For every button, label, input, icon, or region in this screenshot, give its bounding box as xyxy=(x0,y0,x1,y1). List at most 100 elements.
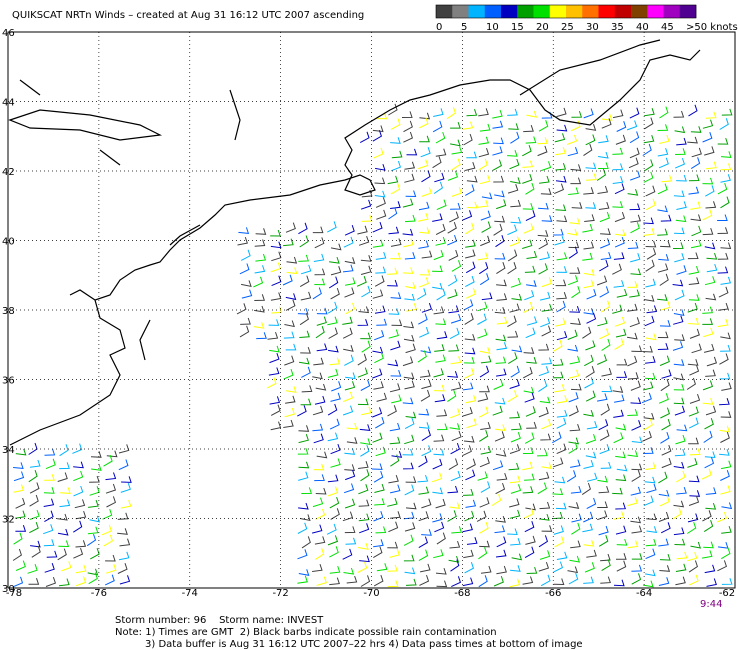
barb-texture xyxy=(387,580,399,588)
barb-texture xyxy=(689,490,701,497)
barb-texture xyxy=(435,354,446,363)
barb-texture xyxy=(360,332,371,340)
barb-texture xyxy=(481,192,493,200)
barb-texture xyxy=(658,254,670,261)
barb-texture xyxy=(717,137,729,145)
barb-texture xyxy=(329,577,340,586)
barb-texture xyxy=(434,394,446,403)
color-bar: 0 5 10 15 20 25 30 35 40 45 >50 knots xyxy=(435,4,738,33)
barb-texture xyxy=(628,157,639,169)
barb-texture xyxy=(433,181,443,194)
barb-texture xyxy=(556,215,568,223)
barb-texture xyxy=(705,201,717,209)
barb-texture xyxy=(585,124,597,131)
barb-texture xyxy=(119,538,131,547)
barb-texture xyxy=(390,340,401,351)
barb-texture xyxy=(120,483,131,493)
barb-texture xyxy=(342,548,353,560)
barb-texture xyxy=(284,355,295,366)
barb-texture xyxy=(496,472,508,481)
barb-texture xyxy=(101,524,112,536)
barb-texture xyxy=(329,496,340,509)
barb-texture xyxy=(509,475,521,484)
barb-texture xyxy=(447,170,459,181)
barb-texture xyxy=(360,575,371,587)
barb-texture xyxy=(599,286,610,298)
barb-texture xyxy=(462,382,474,391)
barb-texture xyxy=(357,319,369,326)
barb-texture xyxy=(327,403,338,416)
barb-texture xyxy=(524,546,535,559)
barb-texture xyxy=(657,294,668,301)
barb-texture xyxy=(402,267,414,274)
color-bar-label: 20 xyxy=(536,22,549,33)
barb-texture xyxy=(435,223,446,236)
barb-texture xyxy=(312,405,324,416)
barb-texture xyxy=(720,163,732,171)
barb-texture xyxy=(119,575,131,585)
color-bar-label: 15 xyxy=(511,22,524,33)
lon-tick-label: -70 xyxy=(363,588,379,599)
barb-texture xyxy=(599,328,610,340)
barb-texture xyxy=(554,476,566,484)
barb-texture xyxy=(464,333,476,341)
barb-texture xyxy=(539,501,551,510)
barb-texture xyxy=(285,299,296,311)
barb-texture xyxy=(466,287,476,299)
barb-texture xyxy=(570,177,582,185)
lat-tick-label: 38 xyxy=(2,306,15,317)
barb-texture xyxy=(358,484,369,495)
barb-texture xyxy=(449,211,459,223)
barb-texture xyxy=(432,156,442,169)
barb-texture xyxy=(344,464,356,471)
barb-texture xyxy=(327,474,339,483)
barb-texture xyxy=(627,281,638,288)
lon-tick-label: -66 xyxy=(545,588,561,599)
barb-texture xyxy=(421,186,432,197)
barb-texture xyxy=(541,215,553,222)
barb-texture xyxy=(509,444,521,454)
barb-texture xyxy=(402,397,414,405)
barb-texture xyxy=(601,559,611,572)
barb-texture xyxy=(479,522,489,534)
barb-texture xyxy=(420,346,432,354)
barb-texture xyxy=(90,451,102,458)
barb-texture xyxy=(391,394,402,404)
barb-texture xyxy=(703,327,714,338)
barb-texture xyxy=(687,302,698,313)
barb-texture xyxy=(688,104,698,117)
barb-texture xyxy=(479,174,491,185)
barb-texture xyxy=(479,385,490,393)
barb-texture xyxy=(660,379,670,392)
barb-texture xyxy=(628,372,639,380)
barb-texture xyxy=(658,471,668,484)
barb-texture xyxy=(418,422,430,429)
graticule: -78 -76 -74 -72 -70 -68 -66 -64 -62 46 44 42 40 38 36 3… xyxy=(2,28,736,599)
barb-texture xyxy=(538,202,549,210)
barb-texture xyxy=(507,390,518,403)
barb-texture xyxy=(569,355,581,365)
barb-texture xyxy=(492,405,503,416)
barb-texture xyxy=(358,235,370,246)
barb-texture xyxy=(599,443,610,455)
barb-texture xyxy=(315,326,325,339)
barb-texture xyxy=(450,559,460,572)
barb-texture xyxy=(720,344,731,352)
barb-texture xyxy=(540,188,552,195)
barb-texture xyxy=(552,431,562,444)
barb-texture xyxy=(390,160,402,172)
barb-texture xyxy=(659,495,670,507)
barb-texture xyxy=(627,540,639,549)
barb-texture xyxy=(567,344,579,352)
barb-texture xyxy=(556,409,568,418)
barb-texture xyxy=(643,171,654,183)
barb-texture xyxy=(493,575,504,587)
barb-texture xyxy=(657,331,669,339)
barb-texture xyxy=(568,392,579,403)
barb-texture xyxy=(240,317,251,325)
barb-texture xyxy=(75,510,87,520)
barb-texture xyxy=(582,252,593,261)
barb-texture xyxy=(585,390,596,402)
barb-texture xyxy=(433,306,445,315)
barb-texture xyxy=(597,393,608,402)
